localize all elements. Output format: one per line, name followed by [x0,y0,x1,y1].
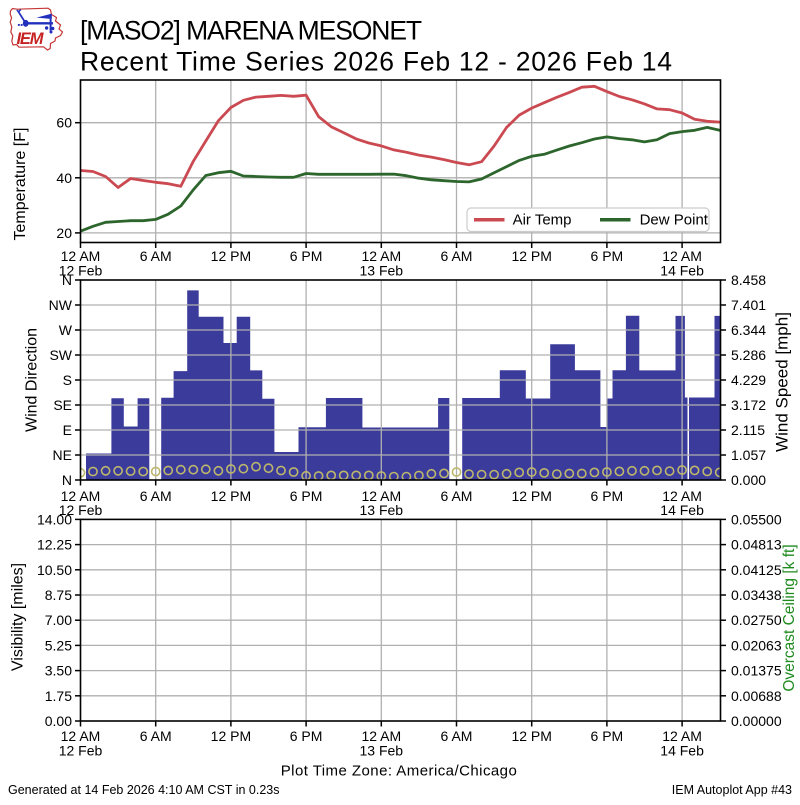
svg-text:12 AM: 12 AM [61,488,101,504]
svg-text:Overcast Ceiling [k ft]: Overcast Ceiling [k ft] [781,544,798,691]
svg-text:13 Feb: 13 Feb [360,502,404,518]
svg-text:10.50: 10.50 [37,562,72,578]
svg-text:IEM Autoplot App #43: IEM Autoplot App #43 [672,783,792,797]
svg-text:W: W [59,322,73,338]
svg-text:N: N [62,272,72,288]
svg-text:8.75: 8.75 [45,587,72,603]
svg-text:Generated at 14 Feb 2026 4:10: Generated at 14 Feb 2026 4:10 AM CST in … [8,783,279,797]
svg-text:12 PM: 12 PM [211,248,251,264]
svg-text:6 AM: 6 AM [140,728,172,744]
svg-text:Temperature [F]: Temperature [F] [12,128,29,241]
svg-text:6 PM: 6 PM [591,248,624,264]
svg-text:NW: NW [49,297,73,313]
svg-text:0.000: 0.000 [731,472,766,488]
svg-text:12 PM: 12 PM [511,248,551,264]
svg-text:14 Feb: 14 Feb [660,743,704,759]
svg-text:E: E [63,422,72,438]
svg-text:Plot Time Zone: America/Chicag: Plot Time Zone: America/Chicago [281,763,518,780]
svg-text:IEM: IEM [17,30,45,48]
svg-text:6 AM: 6 AM [441,728,473,744]
svg-text:0.04813: 0.04813 [731,537,782,553]
svg-text:3.50: 3.50 [45,663,72,679]
svg-text:12 AM: 12 AM [361,728,401,744]
svg-text:12 AM: 12 AM [61,248,101,264]
svg-text:14 Feb: 14 Feb [660,262,704,278]
svg-text:Recent Time Series 2026 Feb 12: Recent Time Series 2026 Feb 12 - 2026 Fe… [80,47,673,77]
svg-text:12 Feb: 12 Feb [59,743,103,759]
svg-text:SW: SW [49,347,72,363]
svg-text:Dew Point: Dew Point [640,211,709,228]
svg-text:6 AM: 6 AM [140,248,172,264]
svg-text:12 PM: 12 PM [511,488,551,504]
svg-text:2.115: 2.115 [731,422,765,438]
svg-text:1.057: 1.057 [731,447,766,463]
svg-text:N: N [62,472,72,488]
svg-text:NE: NE [53,447,72,463]
svg-text:[MASO2] MARENA MESONET: [MASO2] MARENA MESONET [80,16,422,46]
svg-text:6 PM: 6 PM [290,488,323,504]
svg-text:5.286: 5.286 [731,347,766,363]
svg-text:0.02750: 0.02750 [731,612,782,628]
svg-text:Air Temp: Air Temp [513,211,572,228]
svg-text:6 PM: 6 PM [290,728,323,744]
svg-text:6 AM: 6 AM [441,248,473,264]
svg-text:5.25: 5.25 [45,637,72,653]
svg-text:SE: SE [53,397,72,413]
svg-text:12 AM: 12 AM [662,248,702,264]
svg-text:12 PM: 12 PM [511,728,551,744]
svg-text:13 Feb: 13 Feb [360,743,404,759]
svg-text:0.00000: 0.00000 [731,713,782,729]
svg-text:S: S [63,372,72,388]
svg-text:20: 20 [56,225,72,241]
svg-text:7.00: 7.00 [45,612,72,628]
svg-text:0.01375: 0.01375 [731,663,782,679]
svg-text:60: 60 [56,115,72,131]
svg-text:12 PM: 12 PM [211,728,251,744]
svg-text:7.401: 7.401 [731,297,766,313]
svg-text:6 AM: 6 AM [441,488,473,504]
svg-text:12 AM: 12 AM [662,728,702,744]
svg-text:6 PM: 6 PM [591,488,624,504]
svg-text:0.03438: 0.03438 [731,587,782,603]
svg-text:0.00: 0.00 [45,713,72,729]
svg-text:0.04125: 0.04125 [731,562,782,578]
svg-text:0.00688: 0.00688 [731,688,782,704]
svg-text:40: 40 [56,170,72,186]
svg-text:6 PM: 6 PM [591,728,624,744]
svg-text:12 AM: 12 AM [361,488,401,504]
svg-text:12.25: 12.25 [37,537,72,553]
svg-text:0.02063: 0.02063 [731,637,782,653]
svg-text:0.05500: 0.05500 [731,511,782,527]
svg-text:Wind Speed [mph]: Wind Speed [mph] [773,312,792,452]
svg-text:6 AM: 6 AM [140,488,172,504]
svg-text:6 PM: 6 PM [290,248,323,264]
svg-text:Wind Direction: Wind Direction [24,328,41,432]
svg-text:14.00: 14.00 [37,511,72,527]
svg-text:14 Feb: 14 Feb [660,502,704,518]
svg-text:1.75: 1.75 [45,688,72,704]
svg-text:6.344: 6.344 [731,322,766,338]
svg-text:13 Feb: 13 Feb [360,262,404,278]
svg-text:12 AM: 12 AM [61,728,101,744]
svg-text:12 AM: 12 AM [662,488,702,504]
svg-text:4.229: 4.229 [731,372,766,388]
svg-text:Visibility [miles]: Visibility [miles] [10,563,27,671]
svg-text:12 Feb: 12 Feb [59,502,103,518]
svg-text:12 Feb: 12 Feb [59,262,103,278]
svg-text:12 AM: 12 AM [361,248,401,264]
svg-text:12 PM: 12 PM [211,488,251,504]
svg-text:3.172: 3.172 [731,397,766,413]
svg-text:8.458: 8.458 [731,272,766,288]
